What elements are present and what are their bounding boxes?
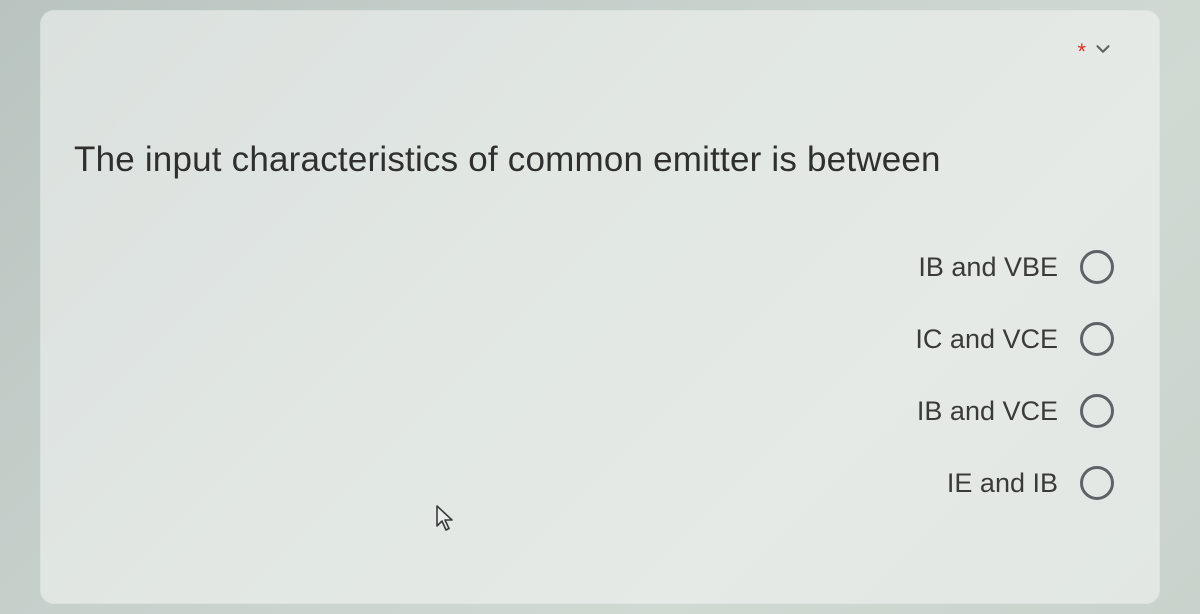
option-4[interactable]: IE and IB (947, 466, 1114, 500)
radio-icon[interactable] (1080, 466, 1114, 500)
option-label: IC and VCE (915, 324, 1058, 355)
option-label: IB and VBE (918, 252, 1058, 283)
question-card: * The input characteristics of common em… (40, 10, 1160, 604)
option-label: IE and IB (947, 468, 1058, 499)
question-text: The input characteristics of common emit… (74, 140, 1120, 180)
required-marker: * (1077, 38, 1114, 65)
option-3[interactable]: IB and VCE (917, 394, 1114, 428)
required-star-icon: * (1077, 41, 1086, 63)
option-1[interactable]: IB and VBE (918, 250, 1114, 284)
options-group: IB and VBE IC and VCE IB and VCE IE and … (915, 250, 1114, 500)
mouse-cursor-icon (435, 505, 457, 533)
radio-icon[interactable] (1080, 394, 1114, 428)
radio-icon[interactable] (1080, 322, 1114, 356)
chevron-down-icon[interactable] (1092, 38, 1114, 65)
option-label: IB and VCE (917, 396, 1058, 427)
option-2[interactable]: IC and VCE (915, 322, 1114, 356)
radio-icon[interactable] (1080, 250, 1114, 284)
